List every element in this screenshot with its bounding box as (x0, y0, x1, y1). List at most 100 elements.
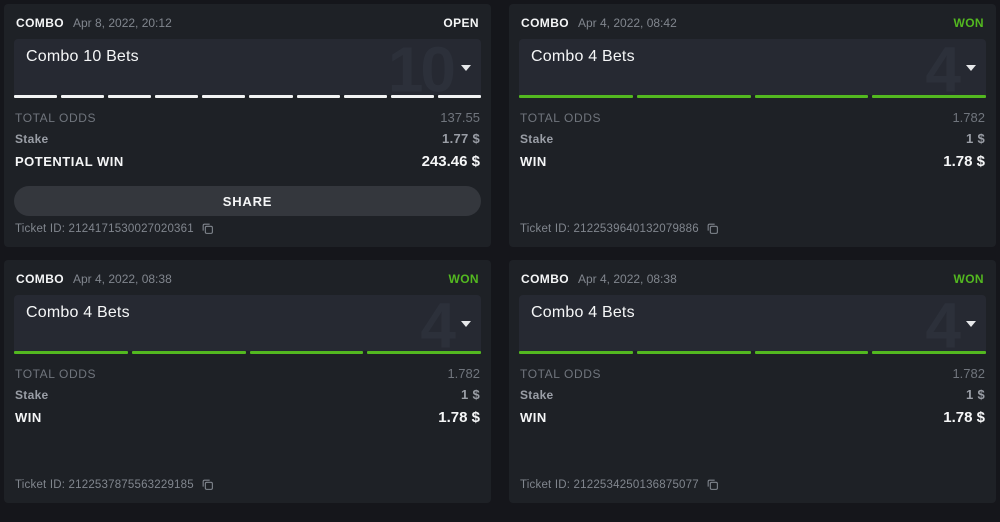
bet-progress-segments (519, 95, 986, 98)
total-odds-label: TOTAL ODDS (15, 366, 97, 381)
ticket-summary: TOTAL ODDS 1.782 Stake 1 $ WIN 1.78 $ (519, 354, 986, 429)
combo-title: Combo 4 Bets (26, 304, 130, 321)
combo-title-dropdown[interactable]: Combo 10 Bets 10 (14, 39, 481, 95)
status-badge: WON (953, 16, 984, 30)
bet-segment (14, 95, 58, 98)
ticket-summary: TOTAL ODDS 137.55 Stake 1.77 $ POTENTIAL… (14, 98, 481, 173)
bet-segment (296, 95, 340, 98)
chevron-down-icon[interactable] (966, 65, 976, 71)
win-value: 1.78 $ (943, 152, 985, 170)
bet-type-label: COMBO (521, 272, 569, 286)
bet-segment (519, 351, 633, 354)
status-badge: OPEN (443, 16, 479, 30)
stake-row: Stake 1 $ (520, 128, 985, 149)
total-odds-value: 1.782 (952, 366, 985, 381)
stake-value: 1 $ (461, 387, 480, 402)
chevron-down-icon[interactable] (966, 321, 976, 327)
ticket-summary: TOTAL ODDS 1.782 Stake 1 $ WIN 1.78 $ (14, 354, 481, 429)
ticket-header: COMBO Apr 4, 2022, 08:38 WON (14, 268, 481, 295)
bet-segment (636, 351, 751, 354)
bet-segment (519, 95, 633, 98)
bet-segment (249, 351, 364, 354)
bet-segment (872, 351, 986, 354)
win-row: WIN 1.78 $ (15, 405, 480, 429)
total-odds-value: 1.782 (952, 110, 985, 125)
potential-win-row: POTENTIAL WIN 243.46 $ (15, 149, 480, 173)
stake-value: 1 $ (966, 131, 985, 146)
bet-segment (131, 351, 246, 354)
bet-segment (390, 95, 434, 98)
bet-count-watermark: 4 (925, 295, 961, 351)
total-odds-value: 137.55 (440, 110, 480, 125)
ticket-header: COMBO Apr 4, 2022, 08:38 WON (519, 268, 986, 295)
stake-label: Stake (520, 131, 554, 146)
combo-title-dropdown[interactable]: Combo 4 Bets 4 (519, 39, 986, 95)
ticket-id: Ticket ID: 2124171530027020361 (15, 222, 194, 235)
bet-segment (636, 95, 751, 98)
potential-win-value: 243.46 $ (421, 152, 480, 170)
total-odds-row: TOTAL ODDS 137.55 (15, 107, 480, 128)
total-odds-label: TOTAL ODDS (520, 110, 602, 125)
stake-label: Stake (520, 387, 554, 402)
status-badge: WON (448, 272, 479, 286)
bet-segment (437, 95, 481, 98)
total-odds-row: TOTAL ODDS 1.782 (15, 363, 480, 384)
copy-icon[interactable] (706, 222, 719, 235)
bet-ticket-card: COMBO Apr 8, 2022, 20:12 OPEN Combo 10 B… (4, 4, 491, 247)
bet-ticket-card: COMBO Apr 4, 2022, 08:38 WON Combo 4 Bet… (4, 260, 491, 503)
stake-label: Stake (15, 131, 49, 146)
bet-segment (249, 95, 293, 98)
bet-count-watermark: 4 (420, 295, 456, 351)
ticket-id-row: Ticket ID: 2122539640132079886 (519, 222, 986, 237)
total-odds-row: TOTAL ODDS 1.782 (520, 107, 985, 128)
total-odds-label: TOTAL ODDS (520, 366, 602, 381)
bet-segment (61, 95, 105, 98)
ticket-header: COMBO Apr 8, 2022, 20:12 OPEN (14, 12, 481, 39)
win-label: WIN (15, 409, 42, 425)
chevron-down-icon[interactable] (461, 65, 471, 71)
ticket-header: COMBO Apr 4, 2022, 08:42 WON (519, 12, 986, 39)
potential-win-label: POTENTIAL WIN (15, 153, 124, 169)
combo-title: Combo 4 Bets (531, 48, 635, 65)
bet-segment (108, 95, 152, 98)
bet-segment (367, 351, 481, 354)
stake-row: Stake 1 $ (15, 384, 480, 405)
bet-count-watermark: 4 (925, 39, 961, 95)
win-row: WIN 1.78 $ (520, 405, 985, 429)
ticket-id: Ticket ID: 2122537875563229185 (15, 478, 194, 491)
bet-count-watermark: 10 (387, 39, 456, 95)
bet-progress-segments (519, 351, 986, 354)
total-odds-row: TOTAL ODDS 1.782 (520, 363, 985, 384)
bet-segment (343, 95, 387, 98)
ticket-datetime: Apr 8, 2022, 20:12 (73, 16, 172, 30)
win-value: 1.78 $ (943, 408, 985, 426)
combo-title-dropdown[interactable]: Combo 4 Bets 4 (14, 295, 481, 351)
stake-value: 1 $ (966, 387, 985, 402)
win-value: 1.78 $ (438, 408, 480, 426)
copy-icon[interactable] (201, 222, 214, 235)
total-odds-label: TOTAL ODDS (15, 110, 97, 125)
ticket-datetime: Apr 4, 2022, 08:42 (578, 16, 677, 30)
total-odds-value: 1.782 (447, 366, 480, 381)
bet-ticket-card: COMBO Apr 4, 2022, 08:38 WON Combo 4 Bet… (509, 260, 996, 503)
share-button[interactable]: SHARE (14, 186, 481, 216)
bet-segment (155, 95, 199, 98)
ticket-datetime: Apr 4, 2022, 08:38 (578, 272, 677, 286)
stake-label: Stake (15, 387, 49, 402)
copy-icon[interactable] (201, 478, 214, 491)
bet-progress-segments (14, 351, 481, 354)
stake-value: 1.77 $ (442, 131, 480, 146)
bet-history-grid: COMBO Apr 8, 2022, 20:12 OPEN Combo 10 B… (4, 4, 996, 503)
combo-title-dropdown[interactable]: Combo 4 Bets 4 (519, 295, 986, 351)
bet-segment (202, 95, 246, 98)
bet-segment (872, 95, 986, 98)
status-badge: WON (953, 272, 984, 286)
combo-title: Combo 10 Bets (26, 48, 139, 65)
ticket-summary: TOTAL ODDS 1.782 Stake 1 $ WIN 1.78 $ (519, 98, 986, 173)
copy-icon[interactable] (706, 478, 719, 491)
bet-segment (754, 351, 869, 354)
ticket-id-row: Ticket ID: 2124171530027020361 (14, 222, 481, 237)
ticket-id-row: Ticket ID: 2122537875563229185 (14, 478, 481, 493)
win-row: WIN 1.78 $ (520, 149, 985, 173)
chevron-down-icon[interactable] (461, 321, 471, 327)
